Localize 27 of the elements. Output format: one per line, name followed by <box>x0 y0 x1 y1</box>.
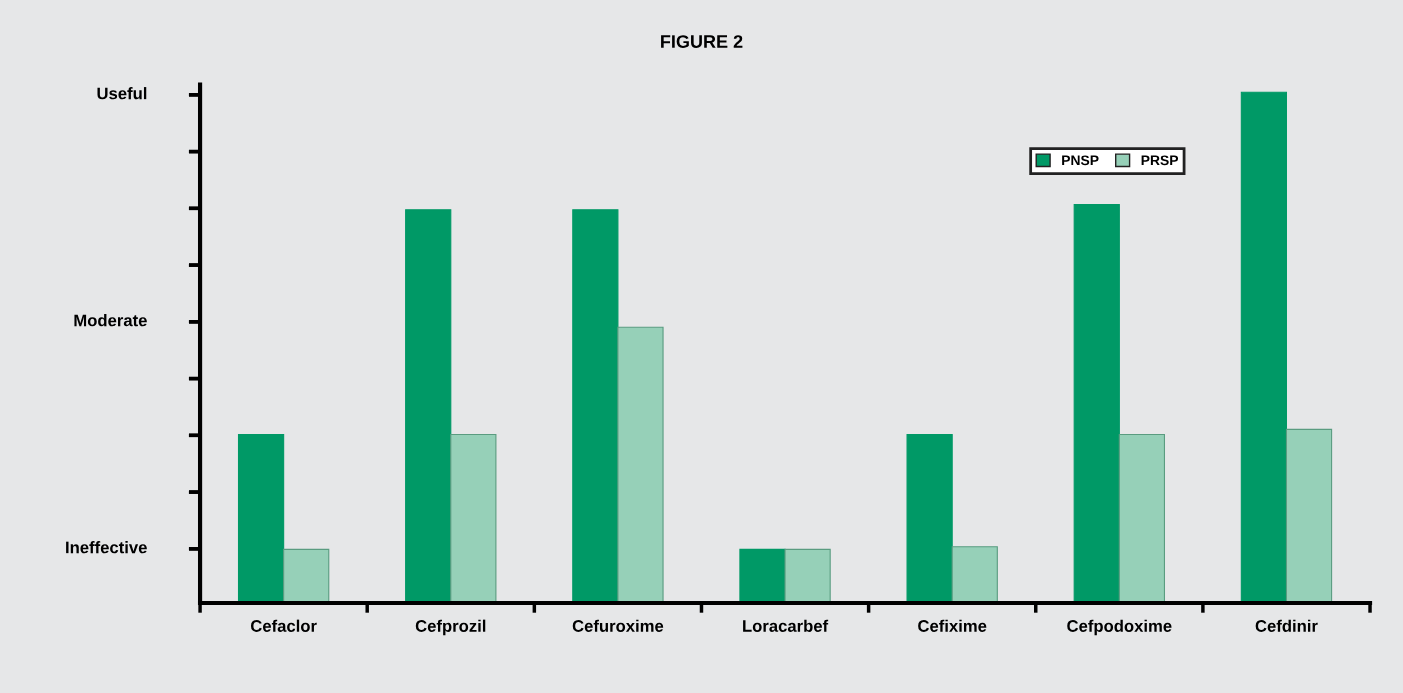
x-tick-label: Cefdinir <box>1255 619 1318 632</box>
x-tick-label: Loracarbef <box>743 619 829 632</box>
bar <box>405 209 452 603</box>
bar <box>617 326 664 603</box>
bar <box>1285 428 1333 603</box>
bar <box>906 433 953 603</box>
bar <box>450 433 497 603</box>
bar <box>739 548 786 603</box>
bar <box>1240 91 1288 603</box>
chart-title: FIGURE 2 <box>661 35 743 48</box>
bar <box>237 433 285 603</box>
bar <box>784 548 831 603</box>
bar <box>283 548 330 603</box>
text: Useful <box>97 87 147 100</box>
x-tick-label: Cefprozil <box>415 619 486 636</box>
x-tick-label: Cefpodoxime <box>1067 619 1172 636</box>
text: Moderate <box>74 314 147 327</box>
x-tick-label: Cefixime <box>918 619 987 632</box>
legend-label: PNSP <box>1062 155 1099 166</box>
bar <box>1073 204 1120 603</box>
x-tick-label: Cefuroxime <box>572 619 664 632</box>
legend-label: PRSP <box>1141 155 1179 166</box>
x-tick-label: Cefaclor <box>250 619 317 632</box>
bar <box>1118 433 1166 603</box>
bar <box>572 209 619 603</box>
text: Ineffective <box>66 541 147 554</box>
bar <box>951 546 998 603</box>
